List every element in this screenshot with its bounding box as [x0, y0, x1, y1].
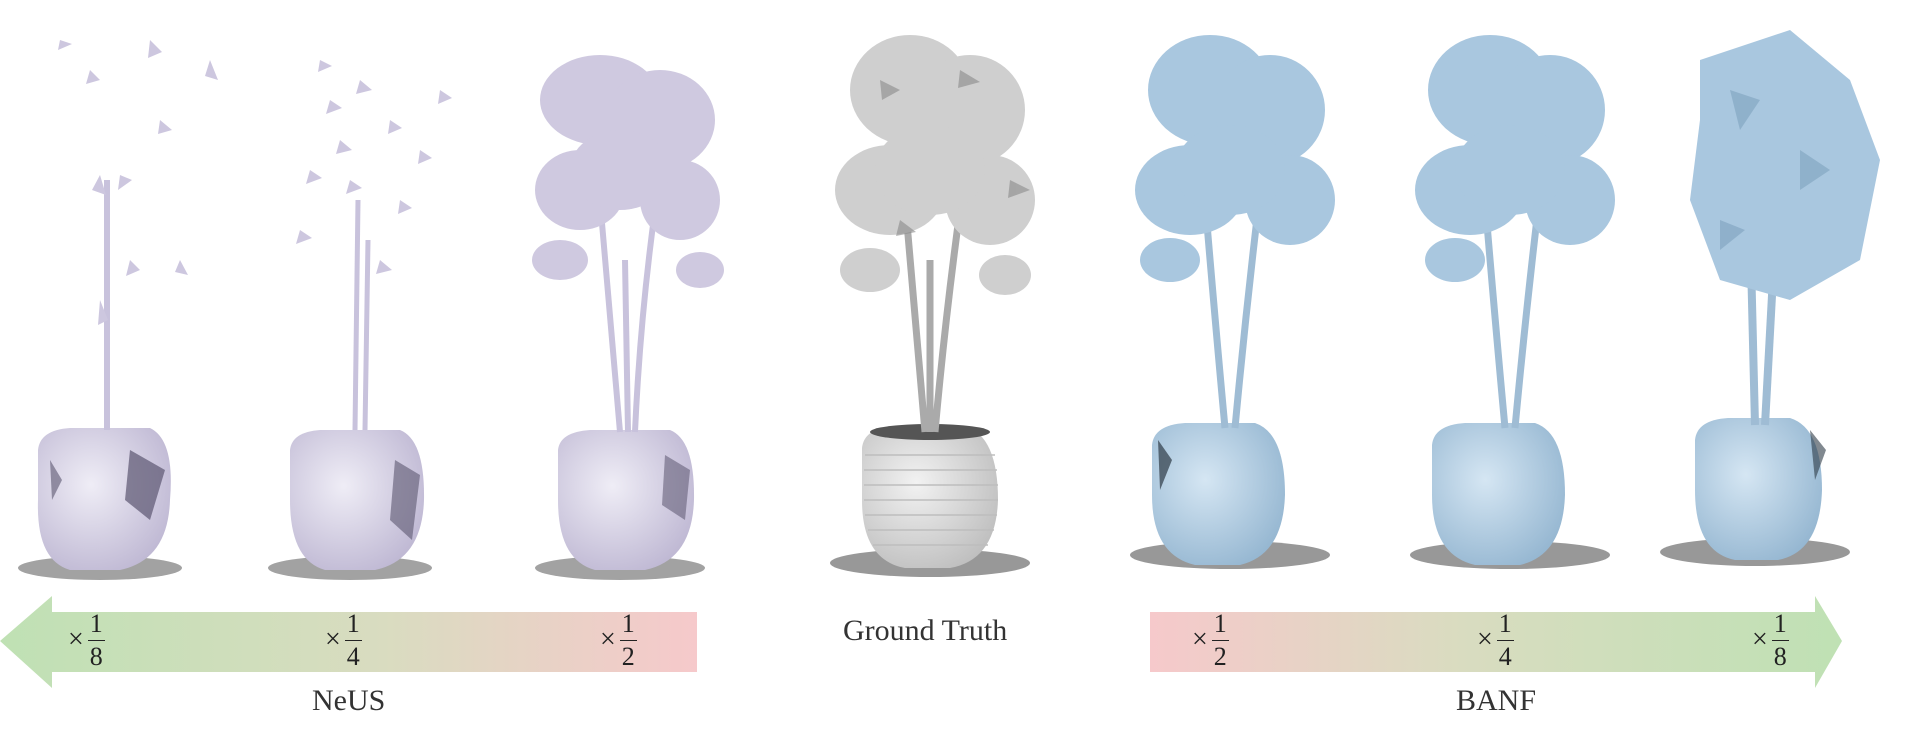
numerator: 1: [619, 610, 637, 641]
fraction: 1 8: [1771, 610, 1789, 671]
neus-scale-1-8: × 1 8: [68, 605, 105, 675]
neus-x1-8-reconstruction: [18, 40, 218, 580]
ground-truth-label: Ground Truth: [843, 614, 1008, 647]
fraction: 1 8: [87, 610, 105, 671]
denominator: 4: [1498, 641, 1512, 671]
numerator: 1: [1771, 610, 1789, 641]
denominator: 2: [621, 641, 635, 671]
banf-x1-4-reconstruction: [1410, 35, 1615, 569]
numerator: 1: [87, 610, 105, 641]
banf-scale-1-8: × 1 8: [1752, 605, 1789, 675]
neus-scale-arrow: [0, 596, 697, 688]
banf-scale-arrow: [1150, 596, 1842, 688]
neus-scale-1-2: × 1 2: [600, 605, 637, 675]
fraction: 1 4: [344, 610, 362, 671]
ground-truth-plant: [830, 35, 1035, 577]
neus-label: NeUS: [312, 684, 386, 717]
times-sign: ×: [68, 624, 84, 655]
banf-x1-8-reconstruction: [1660, 30, 1880, 566]
fraction: 1 2: [1211, 610, 1229, 671]
banf-x1-2-reconstruction: [1130, 35, 1335, 569]
fraction: 1 4: [1496, 610, 1514, 671]
denominator: 4: [346, 641, 360, 671]
denominator: 8: [89, 641, 103, 671]
times-sign: ×: [600, 624, 616, 655]
denominator: 8: [1773, 641, 1787, 671]
times-sign: ×: [1192, 624, 1208, 655]
banf-scale-1-4: × 1 4: [1477, 605, 1514, 675]
times-sign: ×: [325, 624, 341, 655]
banf-scale-1-2: × 1 2: [1192, 605, 1229, 675]
fraction: 1 2: [619, 610, 637, 671]
neus-x1-2-reconstruction: [532, 55, 724, 580]
numerator: 1: [1496, 610, 1514, 641]
denominator: 2: [1213, 641, 1227, 671]
times-sign: ×: [1752, 624, 1768, 655]
banf-label: BANF: [1456, 684, 1537, 717]
neus-scale-1-4: × 1 4: [325, 605, 362, 675]
numerator: 1: [344, 610, 362, 641]
neus-x1-4-reconstruction: [268, 60, 452, 580]
times-sign: ×: [1477, 624, 1493, 655]
numerator: 1: [1211, 610, 1229, 641]
